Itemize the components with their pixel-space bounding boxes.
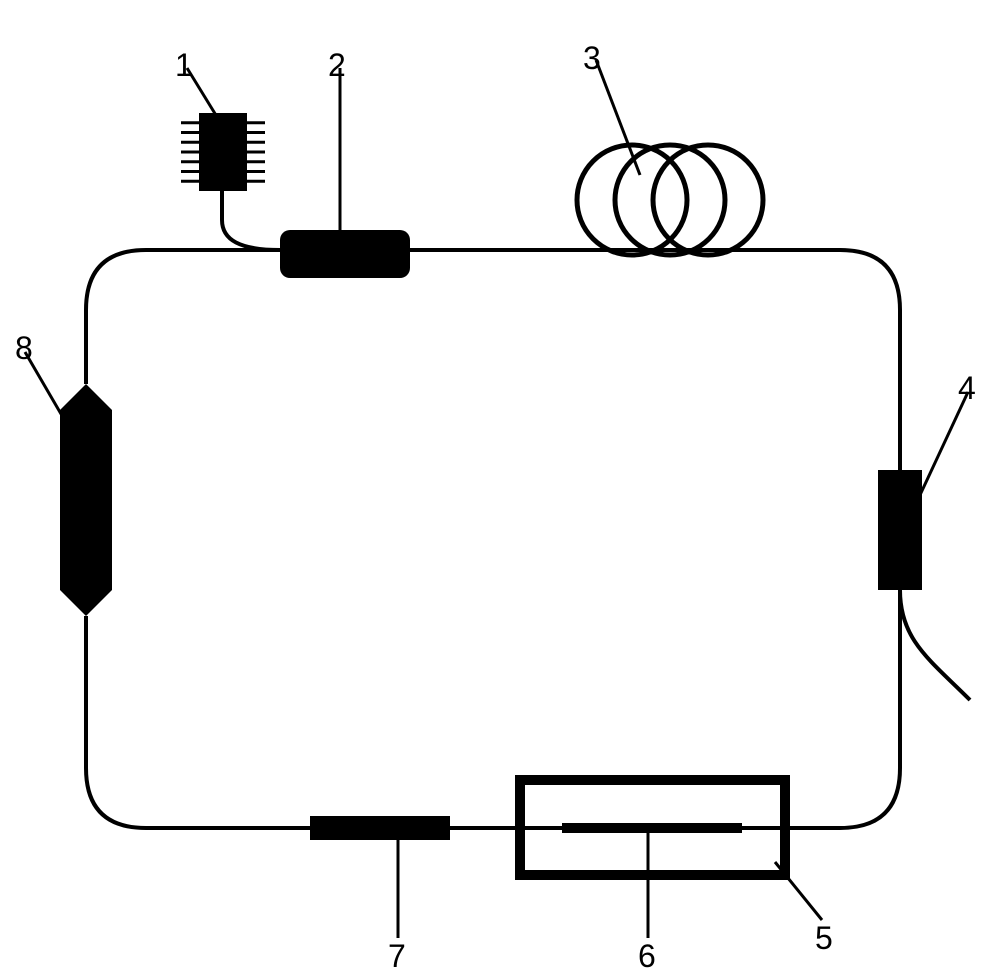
label-isolator: 8 (15, 330, 33, 367)
label-chip: 1 (175, 47, 193, 84)
label-coupler: 4 (958, 370, 976, 407)
label-sa-box: 5 (815, 920, 833, 957)
label-sa-fiber: 6 (638, 938, 656, 975)
label-fiber-coil: 3 (583, 40, 601, 77)
label-wdm: 2 (328, 47, 346, 84)
label-filter: 7 (388, 938, 406, 975)
